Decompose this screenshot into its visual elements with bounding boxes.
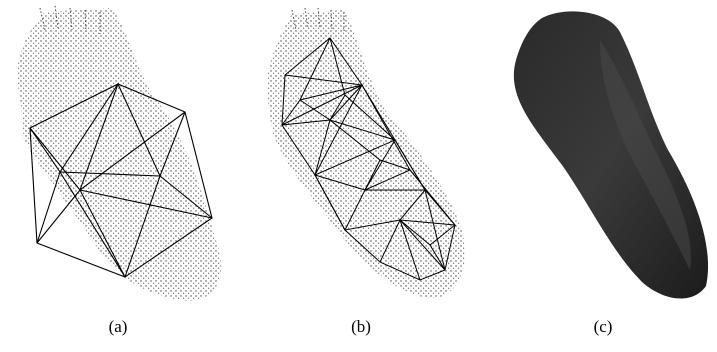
panel-b [267,8,465,298]
panel-a [17,6,221,301]
surface [514,11,708,298]
figure: (a) (b) (c) [0,0,717,347]
caption: (a) [109,317,128,336]
caption: (b) [351,317,371,336]
caption: (c) [594,317,613,336]
point-cloud [267,10,465,298]
page: (a) (b) (c) (() => { const data = JSON.p… [0,0,717,347]
panel-c [514,11,708,298]
